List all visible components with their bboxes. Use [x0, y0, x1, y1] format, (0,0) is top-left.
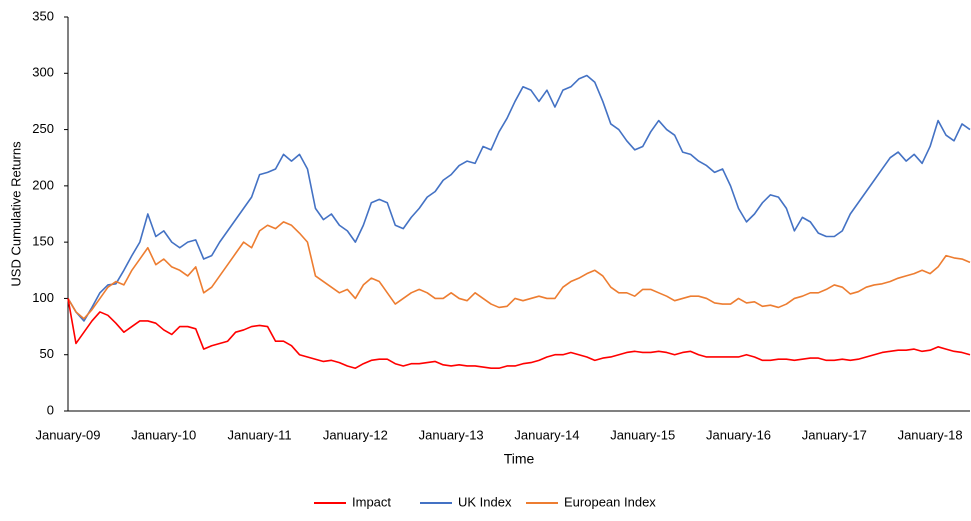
y-tick-label: 50: [40, 346, 54, 361]
x-tick-label: January-13: [419, 427, 484, 442]
x-tick-label: January-15: [610, 427, 675, 442]
y-tick-label: 0: [47, 402, 54, 417]
x-tick-label: January-11: [228, 427, 292, 442]
legend-label: UK Index: [458, 494, 512, 509]
y-tick-label: 100: [32, 290, 54, 305]
legend-label: European Index: [564, 494, 656, 509]
x-tick-label: January-18: [898, 427, 963, 442]
legend-label: Impact: [352, 494, 391, 509]
y-tick-label: 300: [32, 65, 54, 80]
line-series: [67, 221, 971, 320]
x-tick-label: January-10: [131, 427, 196, 442]
x-tick-label: January-12: [323, 427, 388, 442]
y-tick-label: 350: [32, 8, 54, 23]
x-tick-label: January-09: [35, 427, 100, 442]
y-tick-label: 250: [32, 121, 54, 136]
y-tick-label: 200: [32, 177, 54, 192]
x-axis-title: Time: [504, 451, 535, 467]
y-axis-title: USD Cumulative Returns: [8, 141, 23, 287]
line-series: [67, 74, 971, 322]
x-tick-label: January-17: [802, 427, 867, 442]
x-tick-label: January-14: [514, 427, 579, 442]
x-tick-label: January-16: [706, 427, 771, 442]
y-tick-label: 150: [32, 234, 54, 249]
line-series: [67, 298, 971, 370]
